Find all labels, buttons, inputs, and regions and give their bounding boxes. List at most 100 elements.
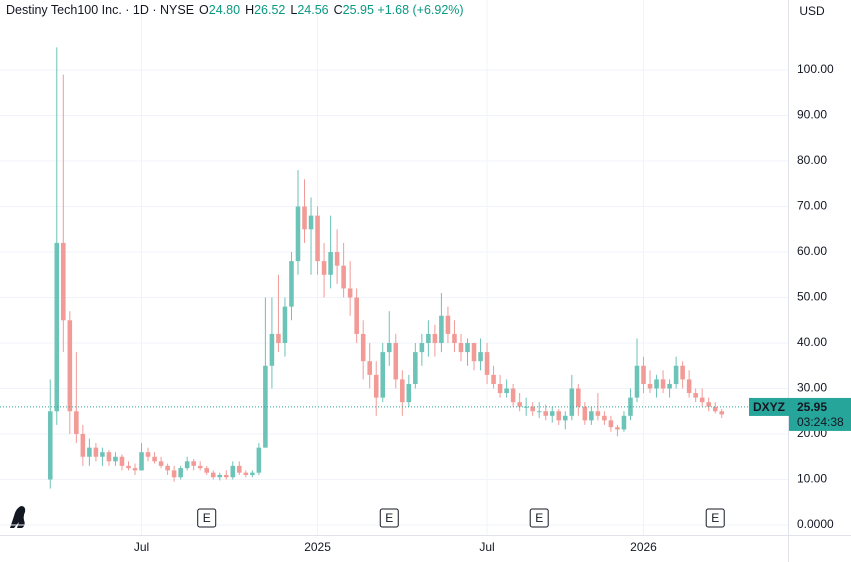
price-label-box bbox=[789, 397, 851, 431]
earnings-marker: E bbox=[535, 511, 543, 525]
candle-body bbox=[282, 306, 288, 344]
candle-body bbox=[543, 411, 549, 416]
candle-body bbox=[621, 415, 627, 430]
candle-body bbox=[589, 411, 594, 421]
candle-body bbox=[321, 261, 327, 275]
countdown-label: 03:24:38 bbox=[797, 415, 844, 429]
candle-body bbox=[491, 374, 496, 384]
candle-body bbox=[113, 456, 118, 462]
candle-body bbox=[61, 242, 66, 321]
symbol-label: DXYZ bbox=[753, 400, 785, 414]
candle-body bbox=[406, 383, 412, 403]
candle-body bbox=[680, 365, 685, 380]
candle-body bbox=[243, 472, 249, 475]
candle-body bbox=[302, 206, 307, 230]
ohlc-key: C bbox=[333, 3, 343, 17]
candle-body bbox=[419, 343, 425, 353]
x-tick-label: 2025 bbox=[304, 540, 331, 554]
candle-body bbox=[699, 397, 705, 403]
candle-body bbox=[413, 352, 418, 384]
y-tick-label: 90.00 bbox=[797, 108, 827, 122]
candle-body bbox=[354, 297, 359, 334]
candle-body bbox=[634, 365, 640, 398]
candle-body bbox=[660, 379, 666, 389]
candle-body bbox=[654, 379, 659, 389]
x-tick-label: Jul bbox=[134, 540, 149, 554]
currency-button[interactable]: USD bbox=[795, 1, 829, 21]
candle-body bbox=[510, 388, 516, 403]
candle-body bbox=[452, 333, 457, 344]
candle-body bbox=[341, 265, 346, 289]
candle-body bbox=[478, 352, 483, 362]
candle-body bbox=[223, 474, 229, 478]
candle-body bbox=[445, 315, 451, 334]
candle-body bbox=[250, 472, 255, 475]
candle-body bbox=[530, 406, 535, 412]
earnings-marker-box bbox=[705, 508, 725, 528]
y-tick-label: 60.00 bbox=[797, 244, 827, 258]
candle-body bbox=[315, 215, 320, 262]
ohlc-value: 24.56 bbox=[297, 3, 329, 17]
candle-body bbox=[484, 352, 490, 375]
candle-body bbox=[119, 456, 125, 466]
candle-body bbox=[158, 461, 164, 466]
candle-body bbox=[210, 472, 216, 478]
earnings-marker: E bbox=[385, 511, 393, 525]
candle-body bbox=[667, 383, 672, 389]
candle-body bbox=[426, 333, 431, 344]
candle-body bbox=[602, 415, 607, 421]
candle-body bbox=[139, 452, 144, 471]
candle-body bbox=[74, 411, 79, 435]
candle-body bbox=[80, 434, 86, 457]
candle-body bbox=[693, 393, 698, 398]
candle-body bbox=[256, 447, 262, 473]
candle-body bbox=[184, 461, 190, 469]
candle-body bbox=[439, 315, 444, 344]
y-tick-label: 0.0000 bbox=[797, 517, 834, 531]
candle-body bbox=[432, 333, 438, 344]
candle-body bbox=[204, 468, 210, 473]
candle-body bbox=[197, 465, 203, 469]
candle-body bbox=[165, 465, 170, 471]
y-tick-label: 70.00 bbox=[797, 199, 827, 213]
candle-body bbox=[686, 379, 692, 394]
candle-body bbox=[471, 343, 477, 362]
ohlc-values: O24.80 H26.52 L24.56 C25.95 bbox=[194, 3, 374, 17]
candle-body bbox=[465, 343, 470, 353]
candle-body bbox=[328, 252, 333, 275]
candle-body bbox=[145, 452, 151, 457]
candle-body bbox=[582, 406, 588, 421]
candle-body bbox=[93, 447, 99, 457]
candle-body bbox=[517, 402, 522, 407]
y-tick-label: 100.00 bbox=[797, 62, 834, 76]
candle-body bbox=[569, 388, 575, 416]
candle-body bbox=[47, 411, 53, 480]
y-tick-label: 30.00 bbox=[797, 381, 827, 395]
candle-body bbox=[400, 379, 405, 403]
ohlc-value: 24.80 bbox=[208, 3, 241, 17]
ohlc-value: 26.52 bbox=[254, 3, 286, 17]
candle-body bbox=[217, 474, 223, 478]
ohlc-key: H bbox=[245, 3, 255, 17]
candle-body bbox=[334, 252, 340, 266]
candle-body bbox=[497, 383, 503, 394]
symbol-label-box bbox=[749, 397, 789, 416]
symbol-header: Destiny Tech100 Inc. · 1D · NYSE O24.80 H2… bbox=[6, 3, 464, 17]
candle-body bbox=[100, 452, 105, 457]
candle-body bbox=[87, 447, 92, 457]
symbol-title: Destiny Tech100 Inc. · 1D · NYSE bbox=[6, 3, 195, 17]
candle-body bbox=[712, 406, 718, 412]
earnings-marker-box bbox=[197, 508, 217, 528]
candle-body bbox=[641, 365, 646, 384]
ohlc-key: L bbox=[290, 3, 298, 17]
candle-body bbox=[276, 333, 281, 344]
price-label: 25.95 bbox=[797, 400, 827, 414]
candle-body bbox=[367, 361, 372, 375]
candle-body bbox=[458, 343, 464, 353]
candle-body bbox=[54, 242, 60, 412]
candle-body bbox=[556, 411, 562, 421]
earnings-marker-box bbox=[379, 508, 399, 528]
y-tick-label: 10.00 bbox=[797, 472, 827, 486]
candle-body bbox=[523, 406, 529, 408]
